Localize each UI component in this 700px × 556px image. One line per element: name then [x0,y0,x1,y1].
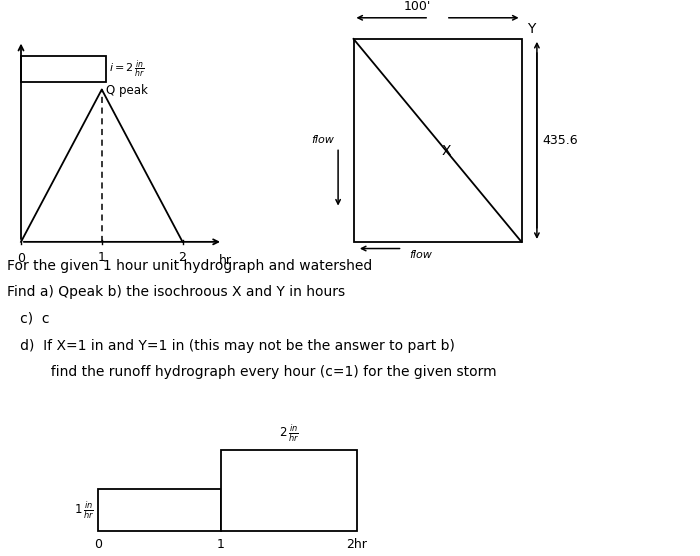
Text: flow: flow [410,250,433,260]
Text: Y: Y [527,22,536,36]
Text: 0: 0 [17,252,25,265]
Text: For the given 1 hour unit hydrograph and watershed: For the given 1 hour unit hydrograph and… [7,259,372,272]
Text: 1: 1 [98,251,106,264]
Bar [354,39,522,242]
Text: c)  c: c) c [7,312,50,326]
Text: $i = 2\,\frac{in}{hr}$: $i = 2\,\frac{in}{hr}$ [109,58,146,80]
Text: 100': 100' [404,1,431,13]
Text: 2hr: 2hr [346,538,368,550]
Text: find the runoff hydrograph every hour (c=1) for the given storm: find the runoff hydrograph every hour (c… [7,365,496,379]
Text: 2: 2 [178,251,186,264]
Text: flow: flow [312,135,335,145]
Text: 0: 0 [94,538,102,550]
Bar [220,450,357,531]
Text: $2\,\frac{in}{hr}$: $2\,\frac{in}{hr}$ [279,422,299,444]
Text: Q peak: Q peak [106,84,148,97]
Text: 1: 1 [216,538,225,550]
Bar [98,489,220,531]
Text: Find a) Qpeak b) the isochroous X and Y in hours: Find a) Qpeak b) the isochroous X and Y … [7,285,345,299]
Text: $1\,\frac{in}{hr}$: $1\,\frac{in}{hr}$ [74,499,95,521]
Text: 435.6: 435.6 [542,134,578,147]
Text: X: X [441,143,451,157]
Text: d)  If X=1 in and Y=1 in (this may not be the answer to part b): d) If X=1 in and Y=1 in (this may not be… [7,339,455,353]
Bar [21,56,106,82]
Text: hr: hr [219,254,232,267]
